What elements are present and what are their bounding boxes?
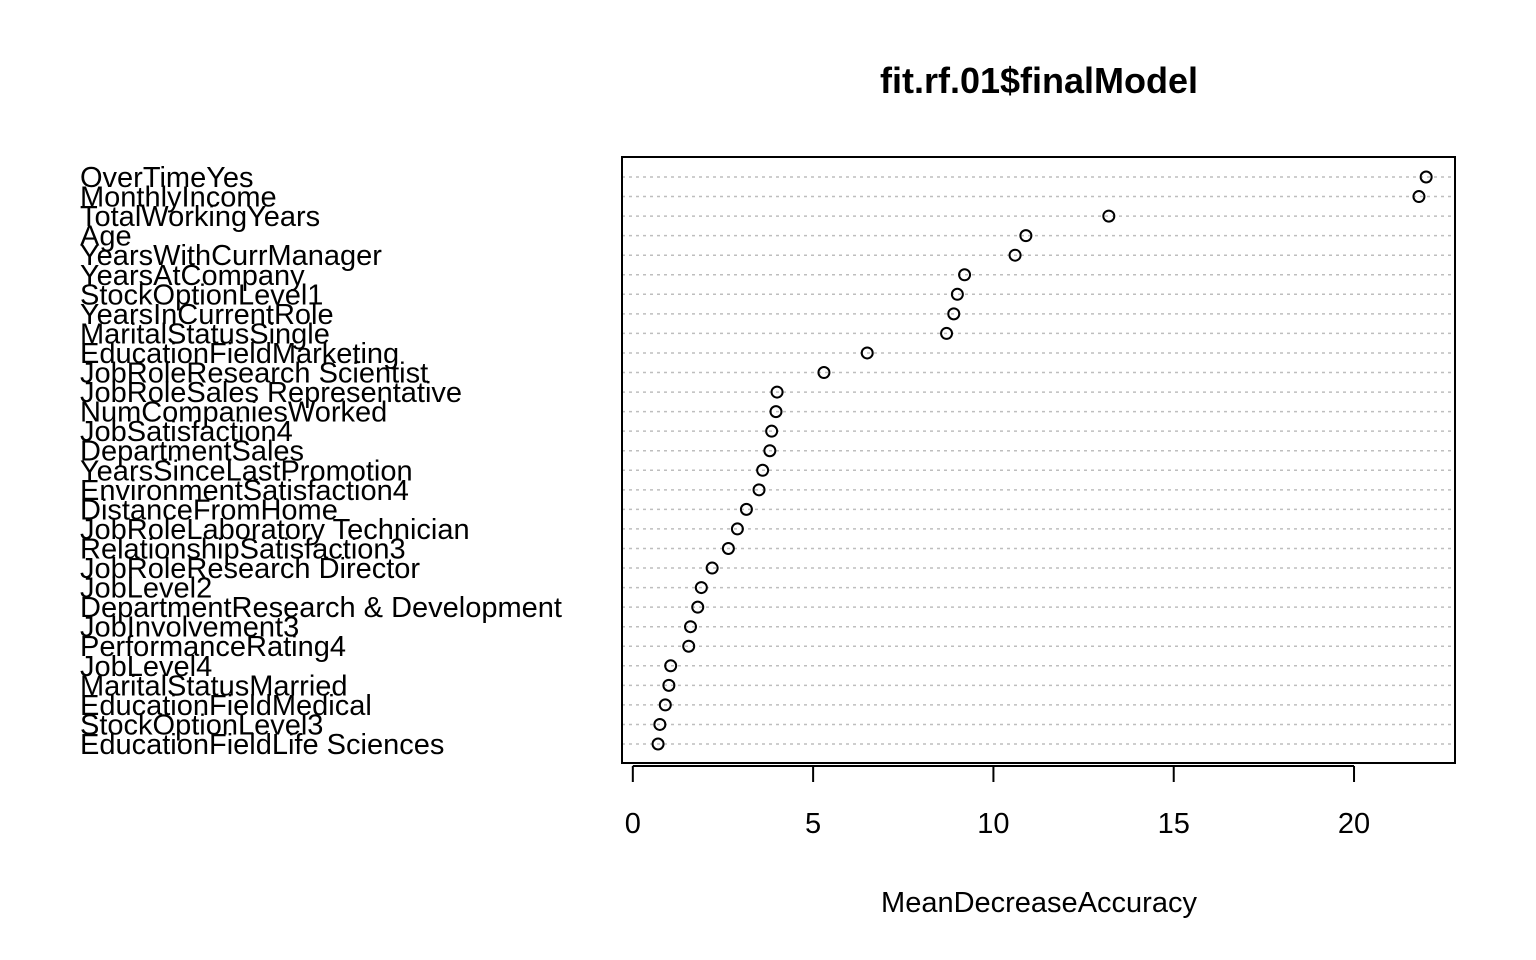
category-label: EducationFieldMarketing: [80, 338, 399, 370]
data-point: [763, 444, 777, 458]
category-label: MonthlyIncome: [80, 182, 277, 214]
category-label: StockOptionLevel1: [80, 279, 323, 311]
data-point: [860, 346, 874, 360]
data-point: [730, 522, 744, 536]
data-point: [691, 600, 705, 614]
category-label: DepartmentResearch & Development: [80, 592, 562, 624]
category-label: DistanceFromHome: [80, 494, 338, 526]
category-label: YearsSinceLastPromotion: [80, 455, 413, 487]
data-point: [752, 483, 766, 497]
category-label: MaritalStatusMarried: [80, 670, 348, 702]
data-point: [1019, 229, 1033, 243]
category-label: JobRoleSales Representative: [80, 377, 462, 409]
category-label: JobLevel2: [80, 573, 212, 605]
category-label: EducationFieldLife Sciences: [80, 729, 444, 761]
x-tick-label: 0: [625, 808, 641, 840]
data-point: [739, 502, 753, 516]
data-points: [651, 170, 1433, 751]
x-tick-label: 20: [1338, 808, 1370, 840]
data-point: [664, 659, 678, 673]
data-point: [658, 698, 672, 712]
grid-lines: [622, 176, 1455, 745]
category-labels: OverTimeYesMonthlyIncomeTotalWorkingYear…: [80, 162, 562, 761]
category-label: YearsWithCurrManager: [80, 240, 382, 272]
data-point: [817, 366, 831, 380]
data-point: [662, 678, 676, 692]
category-label: JobRoleLaboratory Technician: [80, 514, 470, 546]
data-point: [765, 424, 779, 438]
category-label: JobLevel4: [80, 651, 212, 683]
category-label: NumCompaniesWorked: [80, 397, 387, 429]
data-point: [721, 541, 735, 555]
plot-frame: [621, 156, 1456, 764]
data-point: [682, 639, 696, 653]
category-label: TotalWorkingYears: [80, 201, 320, 233]
category-label: JobRoleResearch Director: [80, 553, 420, 585]
category-label: EducationFieldMedical: [80, 690, 372, 722]
data-point: [1102, 209, 1116, 223]
category-label: JobInvolvement3: [80, 612, 299, 644]
category-label: EnvironmentSatisfaction4: [80, 475, 409, 507]
category-label: JobRoleResearch Scientist: [80, 358, 428, 390]
data-point: [651, 737, 665, 751]
data-point: [947, 307, 961, 321]
data-point: [770, 385, 784, 399]
x-tick-label: 5: [805, 808, 821, 840]
data-point: [756, 463, 770, 477]
data-point: [950, 287, 964, 301]
data-point: [769, 405, 783, 419]
data-point: [684, 620, 698, 634]
category-label: YearsAtCompany: [80, 260, 305, 292]
data-point: [1419, 170, 1433, 184]
x-axis: 0 5 10 15 20: [625, 765, 1370, 840]
x-tick-label: 10: [977, 808, 1009, 840]
x-tick-label: 15: [1158, 808, 1190, 840]
category-label: StockOptionLevel3: [80, 709, 323, 741]
category-label: OverTimeYes: [80, 162, 254, 194]
category-label: Age: [80, 221, 132, 253]
category-label: DepartmentSales: [80, 436, 304, 468]
category-label: RelationshipSatisfaction3: [80, 533, 406, 565]
category-label: MaritalStatusSingle: [80, 318, 330, 350]
data-point: [1008, 248, 1022, 262]
x-axis-title: MeanDecreaseAccuracy: [881, 887, 1197, 919]
data-point: [653, 717, 667, 731]
data-point: [705, 561, 719, 575]
data-point: [940, 326, 954, 340]
chart-title: fit.rf.01$finalModel: [880, 60, 1198, 101]
data-point: [958, 268, 972, 282]
category-label: PerformanceRating4: [80, 631, 346, 663]
data-point: [694, 581, 708, 595]
data-point: [1412, 190, 1426, 204]
category-label: YearsInCurrentRole: [80, 299, 334, 331]
category-label: JobSatisfaction4: [80, 416, 293, 448]
